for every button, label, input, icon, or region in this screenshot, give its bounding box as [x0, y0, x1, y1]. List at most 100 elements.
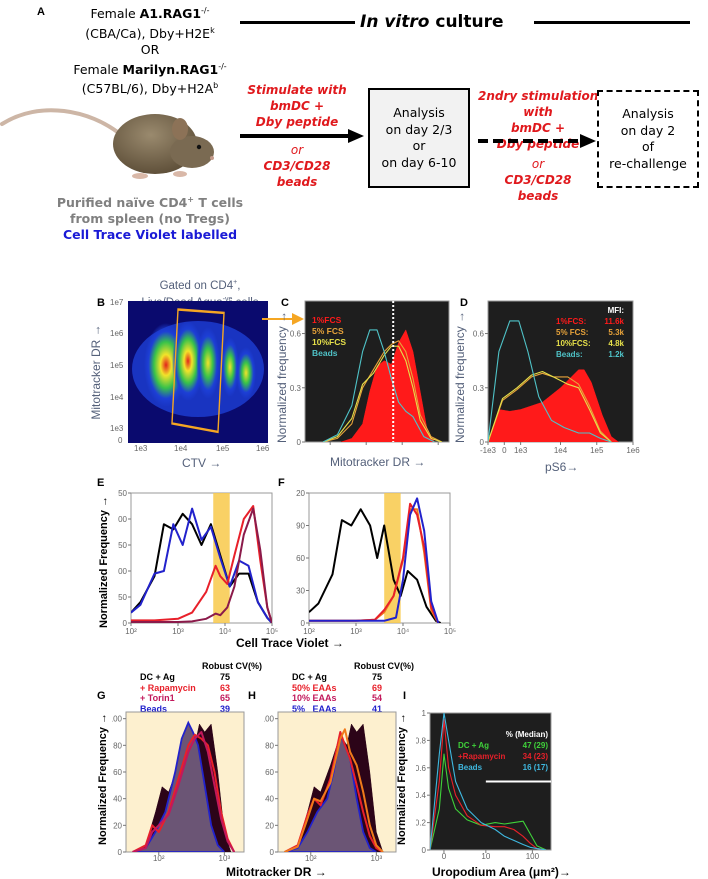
panel-g-label: G	[97, 690, 106, 702]
legend-entry: Beads	[140, 703, 168, 714]
panel-c-xlabel: Mitotracker DR →	[330, 455, 426, 469]
arrow-icon	[240, 129, 364, 143]
y-tick-label: 100	[264, 715, 275, 724]
strain2-line1: Female Marilyn.RAG1-/-	[40, 59, 260, 79]
line: bmDC +	[269, 99, 325, 113]
y-tick-label: 80	[265, 741, 274, 750]
text: T cells	[193, 195, 244, 211]
legend-value: 4.8k	[608, 339, 624, 348]
series-beads	[322, 329, 435, 442]
caption-line1: Purified naïve CD4+ T cells	[40, 192, 260, 211]
analysis-box-2: Analysis on day 2 of re-challenge	[597, 90, 699, 188]
tick-label: 1e5	[110, 361, 124, 370]
gh-ylabel: Normalized Frequency →	[97, 712, 109, 845]
y-tick-label: 0.6	[473, 330, 485, 339]
strain1-line2: (CBA/Ca), Dby+H2Ek	[40, 23, 260, 43]
y-tick-label: 20	[265, 821, 274, 830]
density-cluster	[221, 337, 239, 397]
legend-value: 54	[372, 693, 383, 703]
panel-e-chart: 0 50 100 150 200 250 10² 10³ 10⁴ 10⁵	[118, 490, 278, 635]
sup: -ve	[222, 295, 233, 303]
panel-h-label: H	[248, 690, 256, 702]
legend-value: 11.6k	[604, 317, 624, 326]
line: on day 2/3	[385, 121, 453, 137]
x-tick-label: 10³	[172, 627, 184, 635]
y-tick-label: 0.3	[290, 384, 302, 393]
panel-b-xticks: 1e3 1e4 1e5 1e6	[124, 444, 274, 454]
sup: +	[187, 195, 194, 204]
series-group	[284, 723, 384, 852]
legend-value: 75	[220, 672, 231, 682]
x-tick-label: 10³	[371, 854, 383, 863]
stim2-or: or	[531, 157, 545, 171]
legend-entry: 5% EAAs	[292, 703, 337, 714]
panel-f-label: F	[278, 477, 285, 489]
y-tick-label: 0	[301, 619, 306, 628]
stim1-text: Stimulate with bmDC + Dby peptide	[232, 82, 362, 130]
y-tick-label: 0	[123, 619, 128, 628]
strain-name: A1.RAG1	[139, 6, 202, 22]
legend-entry: +Rapamycin	[458, 752, 505, 761]
line: CD3/CD28	[263, 159, 331, 173]
legend-value: 41	[372, 703, 383, 714]
y-tick-label: 80	[113, 741, 122, 750]
y-tick-label: 150	[118, 541, 128, 550]
text: Female	[73, 61, 123, 77]
legend-entry: 1%FCS	[312, 315, 342, 325]
x-tick-label: 1e3	[514, 446, 528, 455]
stim1-alt: CD3/CD28 beads	[232, 158, 362, 190]
series-10-fcs-	[488, 370, 612, 442]
y-tick-label: 50	[118, 593, 127, 602]
panel-b-label: B	[97, 297, 105, 309]
line: bmDC +	[510, 121, 566, 135]
legend-entry: Beads	[312, 348, 338, 358]
panel-b-yticks: 1e7 1e6 1e5 1e4 1e3 0	[110, 298, 128, 448]
y-tick-label: 0.3	[473, 384, 485, 393]
series-beads-	[488, 320, 612, 442]
x-tick-label: 100	[526, 852, 540, 861]
title-line1: Gated on CD4+,	[130, 276, 270, 293]
stim1-or: or	[290, 143, 304, 157]
x-tick-label: 10⁵	[444, 627, 456, 635]
y-tick-label: 200	[118, 515, 128, 524]
gate-arrow-icon	[262, 313, 304, 325]
y-tick-label: 30	[296, 587, 305, 596]
series--rapamycin	[132, 733, 236, 852]
series-dc-ag	[430, 753, 547, 850]
panel-c-label: C	[281, 297, 289, 309]
tick-label: 1e4	[110, 393, 124, 402]
culture-header: In vitro culture	[360, 12, 504, 32]
strain-name: Marilyn.RAG1	[122, 61, 219, 77]
ef-xlabel: Cell Trace Violet →	[236, 636, 344, 650]
line: on day 6-10	[381, 154, 457, 170]
y-tick-label: 0	[480, 438, 485, 447]
line: or	[412, 138, 426, 153]
series-beads	[430, 713, 547, 850]
panel-i-ylabel: Normalized Frequency →	[396, 712, 408, 845]
y-tick-label: 0.6	[416, 764, 427, 773]
panel-h-legend: Robust CV(%) DC + Ag 75 50% EAAs 69 10% EAAs 5…	[292, 661, 414, 714]
y-tick-label: 0.2	[416, 819, 427, 828]
series-purple	[131, 507, 272, 623]
line: Analysis	[622, 106, 674, 121]
panel-d-label: D	[460, 297, 468, 309]
density-cluster	[236, 347, 256, 399]
sup: k	[210, 25, 215, 35]
legend-entry: 5% FCS	[312, 326, 344, 336]
panel-i-label: I	[403, 690, 407, 702]
cell-caption: Purified naïve CD4+ T cells from spleen …	[40, 192, 260, 243]
legend-title: MFI:	[608, 306, 624, 315]
sup: +	[233, 279, 238, 286]
legend-entry: 10%FCS:	[556, 339, 591, 348]
panel-f-chart: 0 30 60 90 120 10² 10³ 10⁴ 10⁵	[296, 490, 456, 635]
tick-label: 1e6	[110, 329, 124, 338]
y-tick-label: 0.4	[416, 791, 427, 800]
header-rule-right	[534, 21, 690, 24]
series-blue	[309, 497, 440, 623]
text: Female	[90, 6, 140, 22]
series-group	[488, 320, 619, 442]
x-tick-label: 10	[481, 852, 490, 861]
gate-polygon[interactable]	[171, 308, 225, 434]
series-black	[309, 508, 442, 623]
